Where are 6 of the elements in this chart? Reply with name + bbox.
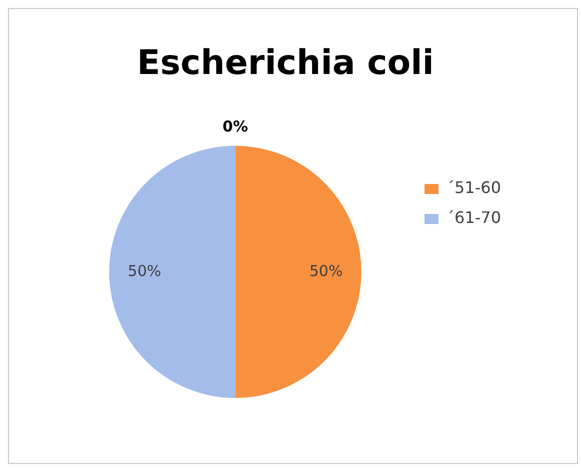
data-label: 50% <box>309 262 343 280</box>
text: 0% <box>222 118 248 136</box>
legend-label: ´51-60 <box>446 178 502 198</box>
data-label: 50% <box>128 262 162 280</box>
chart-title: Escherichia coli <box>137 43 434 84</box>
legend-label: ´61-70 <box>446 208 502 228</box>
